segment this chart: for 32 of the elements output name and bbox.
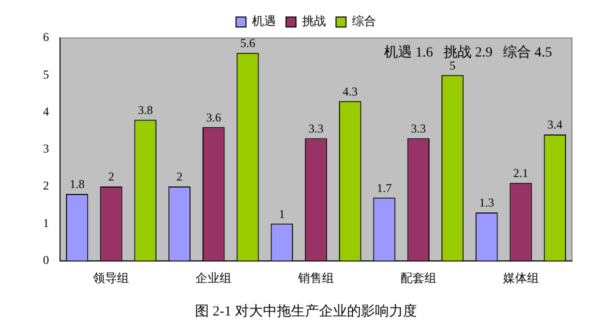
data-label: 3.3 [308,121,324,136]
y-tick-label: 1 [43,216,49,230]
data-label: 1.8 [70,177,85,192]
y-tick-label: 3 [43,142,49,156]
legend-label: 机遇 [252,14,276,28]
x-tick-label: 配套组 [400,271,436,286]
data-label: 2 [108,170,114,184]
legend-label: 综合 [352,14,376,28]
x-tick-label: 企业组 [196,271,232,286]
y-tick-label: 6 [43,30,49,44]
x-tick-label: 媒体组 [502,271,539,286]
legend-label: 挑战 [302,14,326,28]
data-label: 5 [450,58,456,72]
data-label: 2.1 [513,166,528,180]
text: 图 2-1 对大中拖生产企业的影响力度 [195,303,417,320]
data-label: 3.8 [138,102,153,117]
annotation: 机遇 1.6 挑战 2.9 综合 4.5 [384,44,552,61]
data-label: 4.3 [342,84,358,98]
data-label: 5.6 [240,36,256,50]
data-label: 1.3 [479,196,494,210]
x-tick-label: 销售组 [297,271,334,286]
data-label: 2 [176,170,182,184]
y-tick-label: 5 [43,67,49,82]
y-tick-label: 4 [43,104,49,118]
data-label: 3.3 [410,121,426,136]
data-label: 3.4 [547,118,562,132]
y-tick-label: 0 [43,252,49,267]
y-tick-label: 2 [43,178,49,193]
data-label: 3.6 [206,110,222,124]
data-label: 1.7 [376,180,392,195]
data-label: 1 [278,206,285,221]
x-tick-label: 领导组 [93,271,130,286]
